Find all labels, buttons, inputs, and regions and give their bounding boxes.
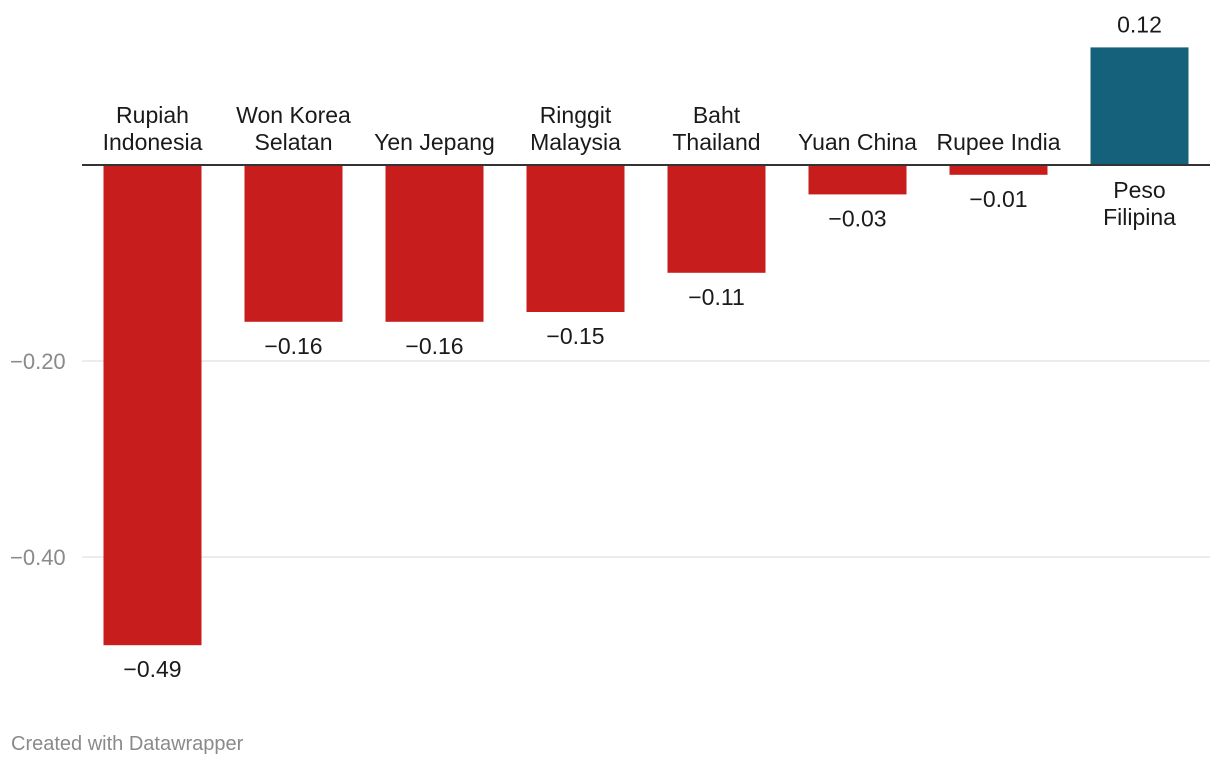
value-label: −0.11 bbox=[688, 284, 745, 310]
bar bbox=[949, 165, 1048, 175]
category-label: Rupee India bbox=[936, 129, 1060, 155]
value-label: 0.12 bbox=[1117, 11, 1162, 37]
value-label: −0.15 bbox=[546, 323, 604, 349]
value-label: −0.01 bbox=[969, 186, 1027, 212]
category-label: Rupiah bbox=[116, 102, 189, 128]
category-label: Ringgit bbox=[540, 102, 612, 128]
value-label: −0.16 bbox=[264, 333, 322, 359]
category-label: Indonesia bbox=[103, 129, 203, 155]
bar bbox=[808, 165, 907, 195]
category-label: Baht bbox=[693, 102, 741, 128]
bar bbox=[1090, 47, 1189, 165]
value-label: −0.03 bbox=[828, 205, 886, 231]
bar bbox=[103, 165, 202, 646]
category-label: Yen Jepang bbox=[374, 129, 495, 155]
category-label: Thailand bbox=[672, 129, 760, 155]
category-label: Yuan China bbox=[798, 129, 917, 155]
bar bbox=[667, 165, 766, 273]
y-tick-label: −0.40 bbox=[10, 545, 66, 570]
y-tick-label: −0.20 bbox=[10, 349, 66, 374]
value-label: −0.49 bbox=[123, 656, 181, 682]
category-label: Peso bbox=[1113, 177, 1165, 203]
bar bbox=[526, 165, 625, 312]
category-label: Selatan bbox=[254, 129, 332, 155]
category-label: Filipina bbox=[1103, 204, 1176, 230]
category-label: Malaysia bbox=[530, 129, 621, 155]
credit-text: Created with Datawrapper bbox=[11, 733, 244, 755]
value-label: −0.16 bbox=[405, 333, 463, 359]
bar bbox=[385, 165, 484, 322]
category-label: Won Korea bbox=[236, 102, 351, 128]
bar bbox=[244, 165, 343, 322]
